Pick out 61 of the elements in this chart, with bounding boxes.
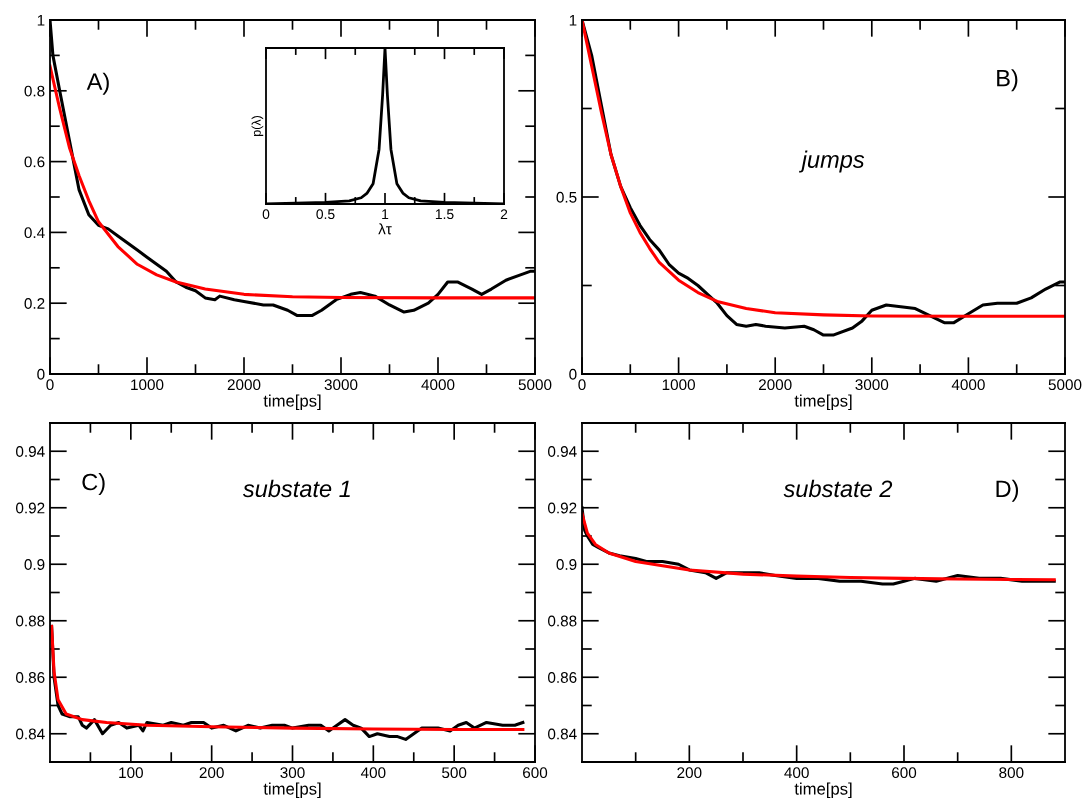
x-tick-label: 600: [523, 767, 548, 779]
x-tick-label: 800: [999, 767, 1024, 779]
y-tick-label: 0.86: [548, 672, 577, 683]
x-tick-label: 3000: [324, 379, 358, 391]
annotation: D): [996, 479, 1019, 502]
y-tick-label: 0.4: [24, 227, 45, 239]
y-tick-label: 0: [569, 368, 577, 380]
x-tick-label: 200: [199, 767, 224, 779]
y-tick-label: 0.92: [548, 502, 577, 514]
y-tick-label: 0: [37, 368, 45, 380]
x-tick-label: 1000: [131, 379, 164, 391]
x-tick-label: 4000: [421, 379, 455, 391]
x-tick-label: 1000: [662, 379, 695, 391]
annotation: substate 1: [242, 479, 350, 498]
x-tick-label: 400: [784, 767, 809, 779]
x-tick-label: 2: [500, 209, 508, 219]
y-tick-label: 1: [569, 15, 577, 26]
annotation: jumps: [799, 150, 865, 173]
y-tick-label: 0.2: [24, 298, 45, 309]
y-tick-label: 0.94: [548, 446, 577, 457]
y-tick-label: 0.6: [24, 156, 45, 168]
y-tick-label: 0.92: [16, 502, 45, 514]
x-tick-label: 300: [280, 767, 305, 779]
y-tick-label: 0.5: [556, 191, 577, 203]
x-tick-label: 600: [892, 767, 917, 779]
x-tick-label: 5000: [518, 379, 552, 391]
x-tick-label: 0.5: [316, 209, 335, 220]
x-axis-title: time[ps]: [263, 782, 321, 799]
y-tick-label: 0.9: [24, 559, 45, 570]
y-tick-label: 0.84: [548, 728, 577, 740]
x-tick-label: 0: [46, 379, 54, 391]
x-tick-label: 500: [442, 767, 467, 779]
y-tick-label: 0.86: [16, 672, 45, 683]
x-tick-label: 100: [119, 767, 143, 779]
annotation: B): [997, 69, 1018, 92]
x-tick-label: 1: [382, 209, 389, 219]
y-tick-label: 0.88: [16, 615, 45, 627]
annotation: substate 2: [783, 479, 893, 498]
x-axis-title: time[ps]: [794, 394, 852, 411]
annotation: A): [86, 72, 109, 95]
annotation: C): [82, 473, 105, 496]
x-axis-title: time[ps]: [794, 782, 852, 799]
x-tick-label: 2000: [758, 379, 792, 391]
y-tick-label: 0.9: [556, 559, 577, 570]
x-tick-label: 400: [360, 767, 386, 779]
y-tick-label: 0.8: [24, 85, 45, 97]
x-tick-label: 0: [262, 209, 270, 220]
x-tick-label: 0: [578, 379, 586, 391]
y-tick-label: 0.84: [16, 728, 45, 740]
x-tick-label: 1.5: [435, 209, 454, 220]
y-axis-title: p(λ): [251, 116, 264, 136]
x-tick-label: 4000: [951, 379, 985, 391]
y-tick-label: 1: [37, 15, 45, 26]
x-tick-label: 2000: [227, 379, 261, 391]
x-axis-title: λτ: [378, 223, 392, 235]
x-axis-title: time[ps]: [263, 394, 321, 411]
y-tick-label: 0.94: [16, 446, 45, 457]
x-tick-label: 3000: [855, 379, 889, 391]
x-tick-label: 200: [677, 767, 702, 779]
x-tick-label: 5000: [1048, 379, 1082, 391]
y-tick-label: 0.88: [548, 615, 577, 627]
